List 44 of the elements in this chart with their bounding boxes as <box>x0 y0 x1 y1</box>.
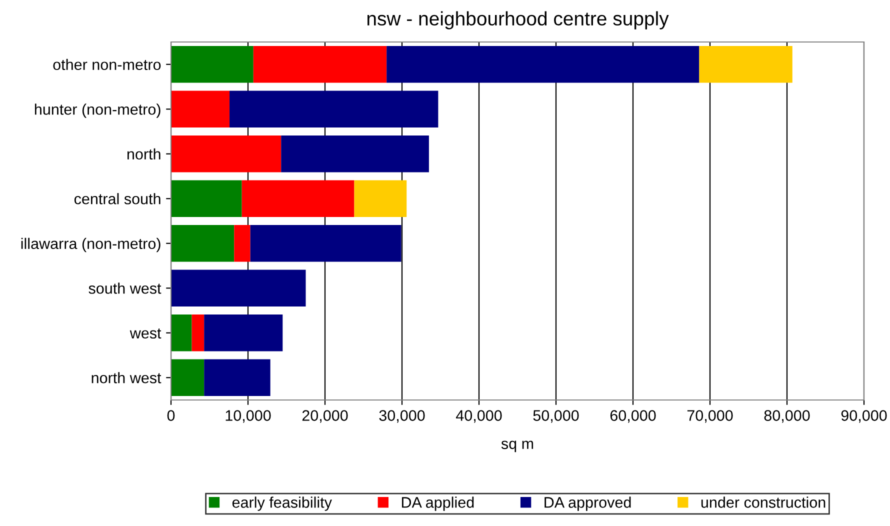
chart-title: nsw - neighbourhood centre supply <box>367 11 669 30</box>
legend-label: under construction <box>701 496 826 508</box>
y-tick-label: hunter (non-metro) <box>34 104 160 118</box>
legend-label: DA applied <box>402 496 474 511</box>
x-tick-label: 70,000 <box>687 410 733 423</box>
x-tick-label: 10,000 <box>226 410 271 423</box>
bar <box>192 314 204 352</box>
y-tick-label: other non-metro <box>53 58 161 70</box>
x-tick-label: 90,000 <box>841 410 887 423</box>
bar <box>171 90 230 128</box>
y-tick-label: north <box>127 148 160 160</box>
bar <box>699 46 792 83</box>
x-tick-label: 30,000 <box>379 410 425 423</box>
bar <box>204 314 283 352</box>
bar <box>253 46 387 83</box>
x-tick-label: 0 <box>167 410 175 421</box>
bar <box>250 225 402 262</box>
bar <box>171 359 204 396</box>
bar <box>242 180 354 217</box>
legend-label: DA approved <box>544 496 631 511</box>
bar <box>171 314 192 352</box>
bar <box>354 180 407 217</box>
bar <box>386 46 700 83</box>
bar <box>281 136 429 172</box>
y-tick-label: north west <box>92 372 162 384</box>
x-tick-label: 50,000 <box>533 410 579 423</box>
bar <box>171 136 282 172</box>
bar <box>171 180 242 217</box>
x-tick-label: 80,000 <box>764 410 810 423</box>
y-tick-label: central south <box>74 193 160 204</box>
bar <box>171 225 234 262</box>
x-tick-label: 40,000 <box>456 410 502 423</box>
x-axis-title: sq m <box>501 440 534 452</box>
bar <box>230 90 438 128</box>
bar <box>234 225 250 262</box>
x-tick-label: 60,000 <box>610 410 656 423</box>
y-tick-label: south west <box>88 282 162 294</box>
y-tick-label: west <box>130 328 162 339</box>
bar <box>171 46 254 83</box>
bar <box>204 359 270 396</box>
bar <box>171 270 306 306</box>
y-tick-label: illawarra (non-metro) <box>21 238 160 252</box>
x-tick-label: 20,000 <box>302 410 348 423</box>
legend-label: early feasibility <box>232 496 332 511</box>
